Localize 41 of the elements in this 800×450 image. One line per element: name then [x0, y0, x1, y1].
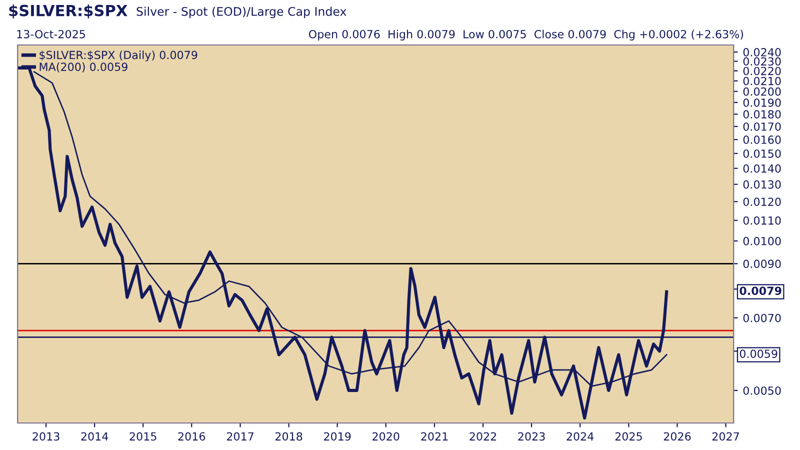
x-tick-label: 2013: [32, 432, 60, 441]
y-tick-label: 0.0120: [743, 198, 781, 206]
x-tick-label: 2027: [712, 432, 739, 441]
y-tick-label: 0.0160: [743, 136, 781, 144]
y-tick-label: 0.0220: [743, 66, 781, 76]
y-tick-label: 0.0210: [743, 76, 781, 86]
x-tick-label: 2018: [275, 432, 302, 441]
x-tick-label: 2023: [518, 432, 545, 441]
x-tick-label: 2017: [226, 432, 254, 441]
y-tick-label: 0.0090: [743, 260, 781, 268]
x-tick-label: 2020: [372, 432, 400, 441]
x-tick-label: 2025: [615, 432, 642, 441]
chart-subtitle: Silver - Spot (EOD)/Large Cap Index: [136, 6, 346, 18]
y-tick-label: 0.0200: [743, 87, 781, 96]
y-tick-label: 0.0240: [743, 48, 781, 56]
x-tick-label: 2026: [664, 432, 691, 441]
text: 0.0079: [740, 286, 782, 296]
legend-label: $SILVER:$SPX (Daily) 0.0079: [40, 50, 198, 62]
text: Open 0.0076 High 0.0079 Low 0.0075 Close 0.0079 Chg +0.0002 (+2.63%): [308, 30, 744, 40]
x-tick-label: 2022: [470, 432, 496, 441]
y-tick-label: 0.0190: [743, 98, 781, 107]
y-tick-label: 0.0230: [743, 57, 781, 66]
text: 13-Oct-2025: [17, 30, 85, 38]
y-tick-label: 0.0110: [743, 216, 781, 225]
y-tick-label: 0.0050: [743, 386, 781, 395]
y-tick-label: 0.0180: [743, 110, 781, 119]
x-tick-label: 2014: [81, 432, 108, 441]
y-tick-label: 0.0130: [743, 180, 781, 189]
y-tick-label: 0.0170: [743, 122, 781, 131]
x-tick-label: 2016: [178, 432, 206, 441]
x-tick-label: 2021: [421, 432, 448, 441]
y-tick-label: 0.0070: [743, 314, 781, 322]
legend-label: MA(200) 0.0059: [40, 62, 128, 72]
x-tick-label: 2019: [324, 432, 351, 441]
text: 0.0059: [740, 350, 778, 358]
x-tick-label: 2015: [130, 432, 156, 441]
x-tick-label: 2024: [566, 432, 594, 441]
y-tick-label: 0.0140: [743, 164, 781, 173]
y-tick-label: 0.0150: [743, 149, 781, 158]
chart-title: $SILVER:$SPX: [9, 4, 128, 18]
y-tick-label: 0.0100: [743, 236, 781, 246]
